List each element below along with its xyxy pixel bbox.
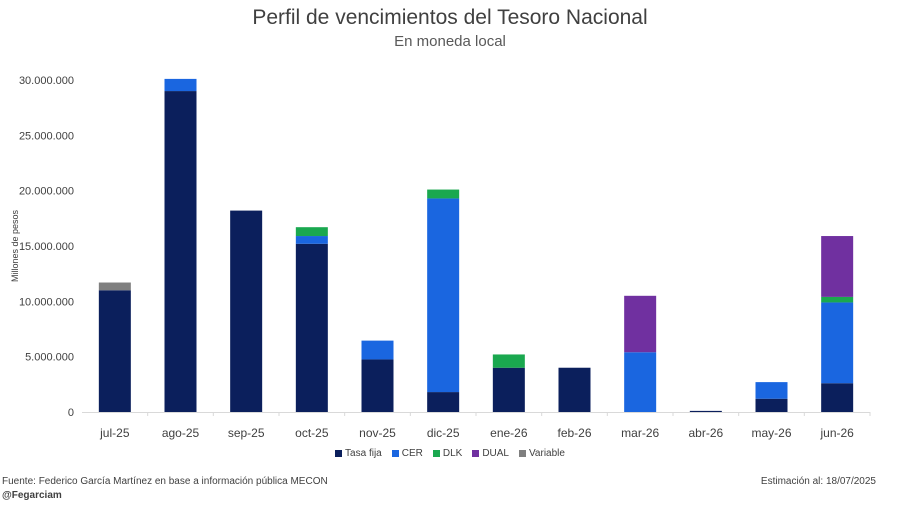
bar-variable-jul-25 — [98, 282, 131, 291]
bar-tasa-fija-jul-25 — [98, 290, 131, 412]
legend-label: Variable — [529, 448, 565, 459]
y-tick-label: 5.000.000 — [25, 352, 74, 364]
x-tick-label: oct-25 — [295, 426, 329, 440]
x-tick-label: jun-26 — [819, 426, 854, 440]
legend-swatch — [432, 450, 440, 457]
bar-cer-oct-25 — [295, 236, 328, 244]
source-note: Fuente: Federico García Martínez en base… — [2, 476, 328, 487]
bar-cer-ago-25 — [164, 78, 197, 92]
x-tick-label: ene-26 — [490, 426, 528, 440]
legend-label: DUAL — [482, 448, 509, 459]
bar-tasa-fija-nov-25 — [361, 359, 394, 412]
y-tick-label: 30.000.000 — [19, 75, 74, 87]
bar-dlk-oct-25 — [295, 227, 328, 237]
y-tick-label: 25.000.000 — [19, 130, 74, 142]
y-axis-label: Millones de pesos — [10, 209, 20, 282]
bar-cer-jun-26 — [821, 302, 854, 384]
legend-item: DLK — [432, 448, 463, 459]
legend-swatch — [519, 450, 526, 457]
x-tick-label: jul-25 — [99, 426, 130, 440]
y-tick-label: 10.000.000 — [19, 296, 74, 308]
bar-dual-mar-26 — [624, 295, 657, 353]
x-tick-label: mar-26 — [621, 426, 659, 440]
x-tick-label: feb-26 — [557, 426, 591, 440]
legend-label: DLK — [442, 448, 463, 459]
bar-tasa-fija-ene-26 — [492, 367, 525, 412]
legend-label: CER — [401, 448, 423, 459]
author-handle: @Fegarciam — [2, 490, 62, 501]
bar-dlk-dic-25 — [427, 189, 460, 199]
x-tick-label: sep-25 — [228, 426, 265, 440]
x-tick-label: abr-26 — [688, 426, 723, 440]
x-tick-label: may-26 — [751, 426, 791, 440]
bar-cer-may-26 — [755, 382, 788, 399]
x-tick-label: ago-25 — [162, 426, 200, 440]
bar-dlk-jun-26 — [821, 296, 854, 303]
legend-item: Variable — [519, 448, 565, 459]
bar-tasa-fija-ago-25 — [164, 91, 197, 413]
estimate-date: Estimación al: 18/07/2025 — [760, 476, 876, 487]
legend-label: Tasa fija — [345, 448, 382, 459]
y-tick-label: 0 — [68, 407, 74, 419]
bar-dual-jun-26 — [821, 236, 854, 297]
legend-item: DUAL — [472, 448, 509, 459]
x-tick-label: nov-25 — [359, 426, 396, 440]
legend-item: CER — [391, 448, 423, 459]
chart-legend: Tasa fija CER DLK DUAL Variable — [0, 448, 900, 459]
bar-cer-nov-25 — [361, 340, 394, 360]
bar-tasa-fija-may-26 — [755, 398, 788, 412]
x-tick-label: dic-25 — [427, 426, 460, 440]
bar-cer-mar-26 — [624, 352, 657, 412]
bar-tasa-fija-sep-25 — [230, 210, 263, 412]
legend-swatch — [335, 450, 343, 457]
bar-tasa-fija-feb-26 — [558, 367, 591, 412]
bar-tasa-fija-jun-26 — [821, 383, 854, 412]
legend-swatch — [472, 450, 480, 457]
bar-dlk-ene-26 — [492, 354, 525, 368]
bar-tasa-fija-abr-26 — [689, 410, 722, 412]
legend-swatch — [391, 450, 399, 457]
chart-title: Perfil de vencimientos del Tesoro Nacion… — [252, 6, 648, 29]
chart-subtitle: En moneda local — [394, 33, 506, 50]
legend-item: Tasa fija — [335, 448, 382, 459]
y-tick-label: 20.000.000 — [19, 186, 74, 198]
bar-tasa-fija-oct-25 — [295, 243, 328, 412]
bar-cer-dic-25 — [427, 198, 460, 393]
bar-tasa-fija-dic-25 — [427, 392, 460, 412]
y-tick-label: 15.000.000 — [19, 241, 74, 253]
